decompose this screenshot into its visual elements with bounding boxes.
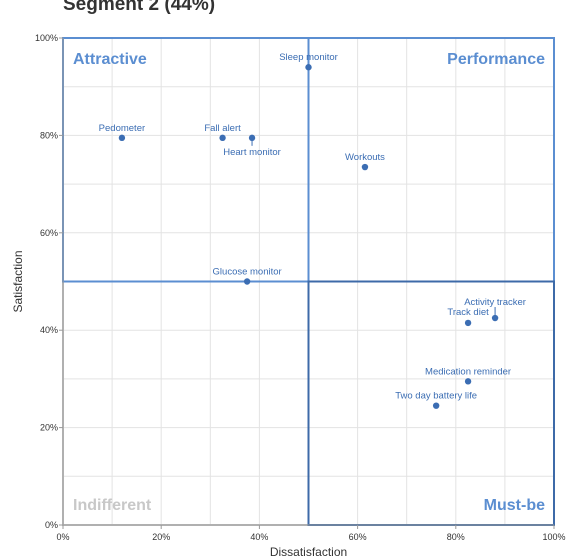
point-track-diet bbox=[464, 319, 472, 327]
x-tick-label: 0% bbox=[56, 532, 69, 542]
y-axis-label: Satisfaction bbox=[11, 250, 25, 312]
x-tick-label: 40% bbox=[250, 532, 268, 542]
y-tick-label: 20% bbox=[40, 423, 58, 433]
x-tick-label: 20% bbox=[152, 532, 170, 542]
quadrant-must-be-box bbox=[307, 280, 555, 526]
point-label-medication-reminder: Medication reminder bbox=[425, 366, 511, 377]
x-tick-label: 60% bbox=[349, 532, 367, 542]
point-label-heart-monitor: Heart monitor bbox=[223, 147, 281, 158]
point-activity-tracker bbox=[491, 314, 499, 322]
point-sleep-monitor bbox=[305, 64, 312, 71]
quadrant-label-must-be: Must-be bbox=[484, 497, 545, 514]
point-glucose-monitor bbox=[243, 278, 251, 285]
quadrant-label-indifferent: Indifferent bbox=[73, 497, 152, 514]
point-pedometer bbox=[118, 134, 126, 142]
y-tick-label: 60% bbox=[40, 228, 58, 238]
x-tick-label: 80% bbox=[447, 532, 465, 542]
point-heart-monitor bbox=[248, 134, 256, 142]
y-tick-label: 40% bbox=[40, 325, 58, 335]
x-axis-label: Dissatisfaction bbox=[270, 545, 347, 559]
point-label-track-diet: Track diet bbox=[447, 307, 489, 318]
point-workouts bbox=[361, 163, 369, 171]
quadrant-fills bbox=[62, 37, 555, 526]
quadrant-label-attractive: Attractive bbox=[73, 51, 147, 68]
quadrant-labels: Attractive Performance Indifferent Must-be bbox=[73, 51, 545, 514]
quadrant-attractive-box bbox=[62, 37, 310, 283]
point-label-two-day-battery-life: Two day battery life bbox=[395, 391, 477, 402]
axes: 0% 20% 40% 60% 80% 100% 0% 20% 40% 60% 80% 100% bbox=[35, 33, 566, 542]
data-points: Sleep monitor Pedometer Fall alert Heart mo… bbox=[99, 52, 526, 409]
point-medication-reminder bbox=[464, 378, 472, 385]
y-tick-label: 0% bbox=[45, 520, 58, 530]
quadrant-label-performance: Performance bbox=[447, 51, 545, 68]
x-tick-label: 100% bbox=[542, 532, 565, 542]
point-fall-alert bbox=[219, 134, 226, 142]
y-tick-label: 100% bbox=[35, 33, 58, 43]
chart-title: Segment 2 (44%) bbox=[63, 0, 216, 15]
point-label-glucose-monitor: Glucose monitor bbox=[213, 267, 282, 278]
quadrant-indifferent-box bbox=[62, 280, 310, 526]
y-tick-label: 80% bbox=[40, 130, 58, 140]
point-two-day-battery-life bbox=[432, 402, 440, 409]
point-label-activity-tracker: Activity tracker bbox=[464, 297, 526, 308]
point-label-fall-alert: Fall alert bbox=[204, 123, 241, 134]
point-label-sleep-monitor: Sleep monitor bbox=[279, 52, 338, 63]
point-label-pedometer: Pedometer bbox=[99, 123, 145, 134]
point-label-workouts: Workouts bbox=[345, 152, 385, 163]
